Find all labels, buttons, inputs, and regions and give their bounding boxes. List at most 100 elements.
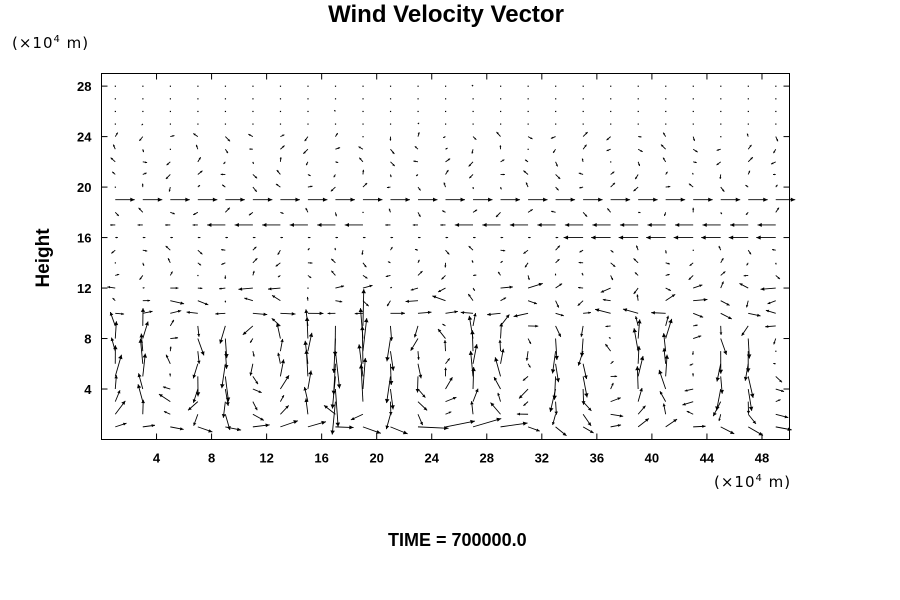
velocity-arrow bbox=[142, 149, 145, 153]
velocity-arrow bbox=[747, 426, 764, 436]
velocity-arrow bbox=[665, 418, 678, 428]
velocity-arrow bbox=[610, 197, 631, 202]
velocity-arrow bbox=[138, 136, 144, 142]
velocity-arrow bbox=[692, 123, 694, 125]
velocity-arrow bbox=[417, 270, 423, 276]
velocity-arrow bbox=[115, 273, 120, 276]
velocity-arrow bbox=[610, 382, 614, 390]
velocity-arrow bbox=[445, 123, 447, 125]
velocity-arrow bbox=[331, 363, 337, 395]
velocity-arrow bbox=[221, 184, 226, 188]
velocity-arrow bbox=[252, 423, 270, 428]
velocity-arrow bbox=[389, 98, 392, 100]
velocity-arrow bbox=[746, 338, 752, 359]
velocity-arrow bbox=[142, 236, 146, 239]
velocity-arrow bbox=[693, 424, 706, 428]
velocity-arrow bbox=[115, 236, 118, 239]
velocity-arrow bbox=[445, 110, 447, 113]
velocity-arrow bbox=[527, 208, 533, 213]
velocity-arrow bbox=[385, 223, 391, 226]
velocity-arrow bbox=[472, 110, 474, 113]
velocity-arrow bbox=[417, 426, 449, 431]
velocity-arrow bbox=[275, 322, 281, 339]
velocity-arrow bbox=[578, 286, 584, 289]
velocity-arrow bbox=[720, 271, 726, 276]
velocity-arrow bbox=[445, 147, 448, 150]
velocity-arrow bbox=[528, 197, 548, 202]
velocity-arrow bbox=[142, 85, 144, 87]
velocity-arrow bbox=[472, 123, 474, 125]
velocity-arrow bbox=[720, 257, 724, 264]
velocity-arrow bbox=[550, 210, 556, 213]
velocity-arrow bbox=[692, 98, 694, 100]
velocity-arrow bbox=[354, 312, 363, 315]
velocity-arrow bbox=[665, 123, 667, 125]
velocity-arrow bbox=[390, 236, 394, 239]
velocity-arrow bbox=[362, 426, 381, 434]
velocity-arrow bbox=[362, 211, 364, 214]
velocity-arrow bbox=[334, 212, 337, 217]
velocity-arrow bbox=[692, 136, 695, 142]
velocity-arrow bbox=[527, 85, 529, 87]
velocity-arrow bbox=[467, 293, 474, 301]
velocity-arrow bbox=[362, 110, 364, 113]
velocity-arrow bbox=[170, 286, 179, 290]
velocity-arrow bbox=[747, 156, 754, 163]
velocity-arrow bbox=[280, 420, 299, 428]
vector-arrows bbox=[107, 84, 796, 437]
velocity-arrow bbox=[307, 420, 327, 428]
velocity-arrow bbox=[686, 410, 694, 415]
velocity-arrow bbox=[362, 182, 368, 188]
velocity-arrow bbox=[141, 183, 144, 188]
velocity-arrow bbox=[390, 246, 393, 251]
velocity-arrow bbox=[219, 325, 226, 344]
velocity-arrow bbox=[384, 376, 391, 404]
velocity-arrow bbox=[637, 319, 642, 339]
velocity-arrow bbox=[775, 110, 777, 113]
velocity-arrow bbox=[472, 287, 476, 291]
velocity-arrow bbox=[137, 384, 144, 402]
velocity-arrow bbox=[662, 132, 667, 137]
velocity-arrow bbox=[473, 236, 476, 239]
velocity-arrow bbox=[317, 222, 336, 227]
velocity-arrow bbox=[114, 400, 126, 415]
velocity-arrow bbox=[468, 161, 474, 167]
velocity-arrow bbox=[303, 340, 309, 364]
velocity-arrow bbox=[775, 426, 792, 431]
velocity-arrow bbox=[142, 161, 148, 164]
velocity-arrow bbox=[524, 159, 529, 163]
velocity-arrow bbox=[115, 312, 125, 316]
velocity-arrow bbox=[716, 148, 721, 151]
velocity-arrow bbox=[417, 212, 421, 218]
velocity-arrow bbox=[445, 85, 447, 87]
y-tick-label: 20 bbox=[77, 180, 91, 195]
velocity-arrow bbox=[114, 85, 116, 87]
velocity-arrow bbox=[307, 174, 311, 177]
velocity-arrow bbox=[215, 312, 226, 316]
velocity-arrow bbox=[224, 414, 231, 431]
velocity-arrow bbox=[634, 316, 639, 327]
velocity-arrow bbox=[774, 262, 777, 265]
velocity-arrow bbox=[720, 98, 722, 100]
velocity-arrow bbox=[527, 300, 538, 305]
velocity-arrow bbox=[417, 98, 419, 100]
velocity-arrow bbox=[224, 110, 227, 113]
velocity-arrow bbox=[224, 300, 227, 303]
velocity-arrow bbox=[197, 197, 218, 202]
velocity-arrow bbox=[169, 110, 171, 113]
velocity-arrow bbox=[500, 123, 502, 125]
velocity-arrow bbox=[693, 298, 708, 302]
velocity-arrow bbox=[390, 351, 395, 371]
velocity-arrow bbox=[582, 110, 584, 113]
velocity-arrow bbox=[390, 388, 395, 410]
velocity-arrow bbox=[728, 235, 749, 240]
y-tick-label: 16 bbox=[77, 231, 91, 246]
velocity-arrow bbox=[271, 318, 281, 327]
velocity-arrow bbox=[659, 391, 667, 402]
velocity-arrow bbox=[720, 136, 722, 138]
velocity-arrow bbox=[197, 338, 205, 356]
velocity-arrow bbox=[775, 136, 779, 142]
velocity-arrow bbox=[472, 313, 477, 327]
velocity-arrow bbox=[445, 158, 451, 163]
velocity-arrow bbox=[334, 351, 342, 389]
